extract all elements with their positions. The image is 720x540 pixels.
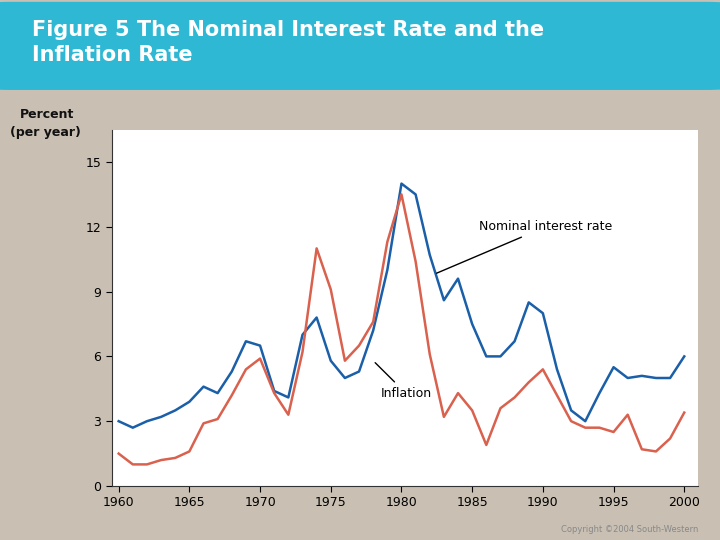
Text: (per year): (per year)	[10, 126, 81, 139]
Text: Inflation: Inflation	[375, 363, 431, 400]
FancyBboxPatch shape	[0, 2, 720, 90]
Text: Percent: Percent	[19, 109, 74, 122]
Text: Nominal interest rate: Nominal interest rate	[436, 220, 613, 273]
Text: Copyright ©2004 South-Western: Copyright ©2004 South-Western	[561, 524, 698, 534]
Text: Figure 5 The Nominal Interest Rate and the
Inflation Rate: Figure 5 The Nominal Interest Rate and t…	[32, 20, 544, 65]
